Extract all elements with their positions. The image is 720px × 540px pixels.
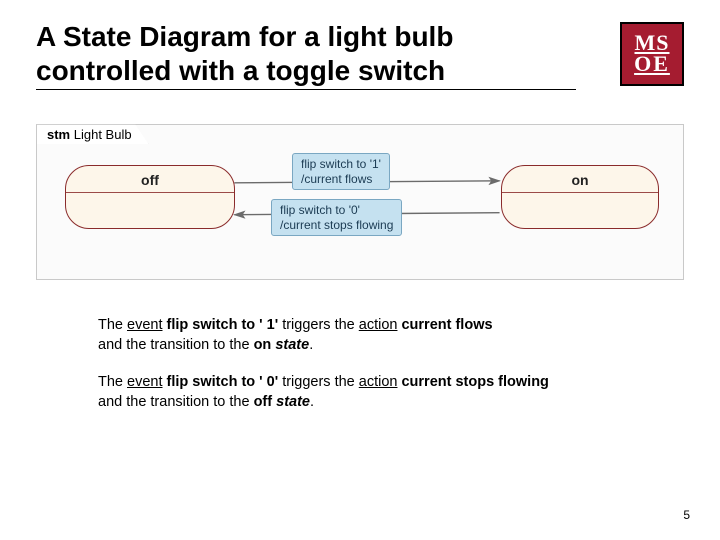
state-word: on [254,337,276,353]
action-word: action [359,374,398,390]
state-suffix: state [276,394,310,410]
text: . [309,337,313,353]
edge0-line2: /current flows [301,172,372,186]
title-block: A State Diagram for a light bulb control… [36,20,620,90]
transition-label-to-on: flip switch to '1' /current flows [292,153,390,190]
caption-block: The event flip switch to ' 1' triggers t… [98,316,720,412]
logo-line-2: OE [634,54,670,75]
text: and the transition to the [98,337,254,353]
text: and the transition to the [98,394,254,410]
text: . [310,394,314,410]
state-diagram: stm Light Bulb off on flip switch to '1'… [36,124,684,280]
edge1-line2: /current stops flowing [280,218,393,232]
caption-1: The event flip switch to ' 1' triggers t… [98,316,658,355]
action-text: current stops flowing [397,374,548,390]
edge1-line1: flip switch to '0' [280,203,360,217]
transition-label-to-off: flip switch to '0' /current stops flowin… [271,199,402,236]
slide-title: A State Diagram for a light bulb control… [36,20,576,90]
caption-2: The event flip switch to ' 0' triggers t… [98,373,658,412]
event-word: event [127,317,162,333]
state-off-label: off [141,172,159,188]
state-suffix: state [275,337,309,353]
edge0-line1: flip switch to '1' [301,157,381,171]
slide-header: A State Diagram for a light bulb control… [0,0,720,90]
page-number: 5 [683,508,690,522]
event-text: flip switch to ' 0' [163,374,283,390]
text: The [98,374,127,390]
state-on: on [501,165,659,229]
text: The [98,317,127,333]
action-text: current flows [397,317,492,333]
state-word: off [254,394,277,410]
state-divider [502,192,658,193]
msoe-logo: MS OE [620,22,684,86]
text: triggers the [282,374,359,390]
state-off: off [65,165,235,229]
state-divider [66,192,234,193]
text: triggers the [282,317,359,333]
event-word: event [127,374,162,390]
state-on-label: on [571,172,588,188]
action-word: action [359,317,398,333]
event-text: flip switch to ' 1' [163,317,283,333]
